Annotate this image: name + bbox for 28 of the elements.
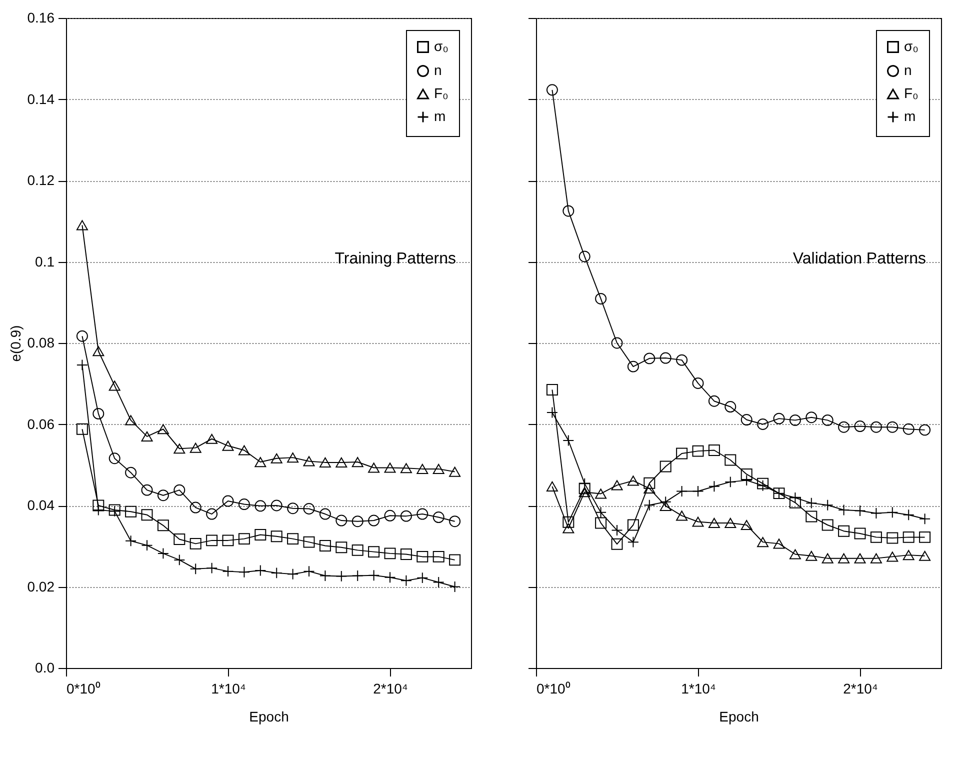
x-tick-label: 2*10⁴ (373, 680, 408, 696)
y-tick-label: 0.12 (27, 172, 55, 188)
annotation: Validation Patterns (792, 250, 926, 268)
y-axis-title: e(0.9) (7, 325, 24, 362)
legend-label: m (434, 108, 446, 124)
y-tick-label: 0.06 (27, 416, 55, 432)
legend-label: n (434, 62, 442, 78)
x-tick-label: 1*10⁴ (211, 680, 246, 696)
legend-label: F₀ (434, 85, 449, 101)
x-tick-label: 0*10⁰ (66, 680, 100, 696)
y-tick-label: 0.0 (35, 660, 55, 676)
y-tick-label: 0.08 (27, 334, 55, 350)
y-tick-label: 0.04 (27, 497, 55, 513)
legend-label: σ₀ (904, 38, 919, 54)
legend-label: F₀ (904, 85, 919, 101)
y-tick-label: 0.1 (35, 253, 55, 270)
x-axis-title: Epoch (719, 708, 759, 724)
legend-label: m (904, 108, 916, 124)
x-tick-label: 0*10⁰ (536, 680, 570, 696)
legend-label: n (904, 62, 912, 78)
x-tick-label: 2*10⁴ (843, 680, 878, 696)
x-tick-label: 1*10⁴ (681, 680, 716, 696)
y-tick-label: 0.16 (27, 10, 55, 26)
x-axis-title: Epoch (249, 708, 289, 724)
y-tick-label: 0.14 (27, 90, 55, 107)
legend-label: σ₀ (434, 38, 449, 54)
y-tick-label: 0.02 (27, 578, 55, 594)
annotation: Training Patterns (334, 250, 456, 268)
